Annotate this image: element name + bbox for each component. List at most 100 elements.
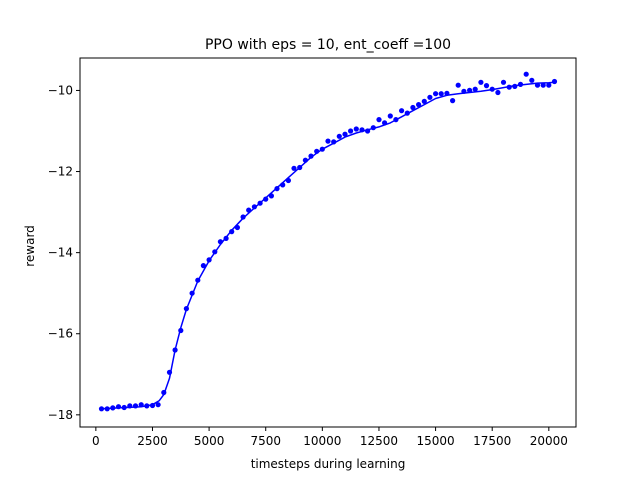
- data-point: [246, 207, 252, 213]
- data-point: [127, 403, 133, 409]
- data-point: [195, 277, 201, 283]
- data-point: [500, 79, 507, 85]
- data-point: [353, 126, 359, 132]
- data-point: [155, 402, 161, 408]
- data-point: [172, 347, 178, 353]
- data-point: [506, 84, 512, 90]
- data-point: [121, 404, 127, 411]
- axes-frame: [79, 57, 577, 428]
- y-tick-label: −10: [48, 83, 73, 97]
- data-point: [268, 193, 274, 199]
- data-point: [529, 77, 535, 83]
- data-point: [285, 177, 291, 184]
- data-point: [376, 117, 382, 123]
- data-point: [178, 327, 184, 334]
- data-point: [336, 133, 342, 139]
- data-point: [319, 146, 325, 152]
- y-tick-label: −16: [48, 327, 73, 341]
- data-point: [263, 196, 269, 202]
- data-point: [399, 108, 405, 114]
- data-point: [421, 98, 427, 104]
- data-point: [212, 249, 218, 255]
- chart-title: PPO with eps = 10, ent_coeff =100: [205, 37, 451, 53]
- data-point: [217, 239, 223, 245]
- plot-area: 0 2500 5000 7500 10000 12500 15000 17500 20000 −1…: [48, 57, 577, 448]
- data-point: [206, 257, 212, 263]
- data-point: [149, 402, 156, 409]
- data-point: [308, 153, 314, 159]
- data-point: [280, 182, 286, 188]
- x-tick-label: 12500: [360, 434, 398, 448]
- x-tick-label: 20000: [530, 434, 568, 448]
- data-point: [461, 88, 467, 94]
- x-tick-label: 2500: [137, 434, 168, 448]
- data-point: [240, 214, 246, 220]
- data-point: [200, 263, 206, 269]
- data-point: [297, 164, 303, 171]
- data-point: [166, 369, 173, 375]
- data-point: [314, 148, 320, 154]
- y-tick-label: −12: [48, 165, 73, 179]
- data-point: [291, 165, 297, 171]
- data-point: [523, 71, 529, 77]
- data-point: [251, 204, 257, 210]
- y-axis-label: reward: [23, 225, 37, 267]
- x-tick-label: 10000: [303, 434, 341, 448]
- data-point: [331, 139, 337, 145]
- data-point: [546, 82, 552, 88]
- data-point: [495, 89, 501, 96]
- data-point: [302, 157, 308, 163]
- x-tick-label: 0: [92, 434, 100, 448]
- data-point: [144, 403, 150, 409]
- data-point: [115, 404, 122, 410]
- data-point: [427, 94, 433, 100]
- x-tick-label: 7500: [250, 434, 281, 448]
- data-point: [348, 128, 354, 134]
- data-point: [189, 290, 195, 296]
- x-tick-label: 5000: [194, 434, 225, 448]
- data-point: [551, 78, 558, 85]
- y-tick-label: −18: [48, 408, 73, 422]
- data-point: [138, 402, 144, 408]
- data-point: [342, 131, 348, 137]
- data-point: [161, 389, 167, 396]
- data-point: [517, 81, 524, 87]
- y-tick-label: −14: [48, 246, 73, 260]
- data-point: [183, 306, 189, 312]
- data-point: [450, 98, 456, 104]
- data-point: [132, 403, 139, 409]
- x-tick-label: 15000: [416, 434, 454, 448]
- data-point: [512, 83, 518, 89]
- data-point: [229, 229, 235, 235]
- data-point: [540, 82, 546, 88]
- data-point: [489, 86, 495, 92]
- data-point: [433, 91, 439, 97]
- data-point: [393, 117, 399, 123]
- data-point: [438, 91, 444, 97]
- data-point: [370, 125, 376, 131]
- data-point: [382, 120, 388, 126]
- data-point: [467, 87, 473, 93]
- data-point: [359, 127, 365, 133]
- data-point: [98, 406, 105, 412]
- data-point: [455, 82, 461, 88]
- data-point: [223, 235, 229, 241]
- data-point: [416, 102, 422, 108]
- data-point: [534, 82, 541, 88]
- data-point: [274, 186, 280, 192]
- data-point: [483, 83, 490, 89]
- data-point: [257, 200, 263, 206]
- data-point: [472, 86, 478, 92]
- x-axis-label: timesteps during learning: [251, 457, 406, 471]
- data-point: [404, 110, 410, 116]
- data-point: [410, 104, 416, 111]
- data-point: [104, 406, 110, 412]
- data-point: [110, 405, 116, 411]
- data-point: [444, 90, 450, 96]
- x-tick-label: 17500: [473, 434, 511, 448]
- data-point: [478, 79, 484, 85]
- data-point: [365, 128, 371, 134]
- data-point: [387, 113, 393, 119]
